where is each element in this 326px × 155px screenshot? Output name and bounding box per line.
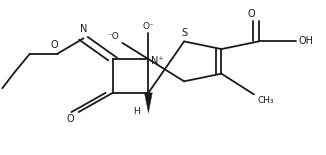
Text: N⁺: N⁺ [151,56,164,66]
Text: O: O [66,114,74,124]
Text: O: O [247,9,255,19]
Text: CH₃: CH₃ [257,96,274,105]
Text: O⁻: O⁻ [142,22,154,31]
Text: S: S [181,28,187,38]
Polygon shape [144,93,152,113]
Text: ⁻O: ⁻O [108,32,119,41]
Text: N: N [80,24,87,35]
Text: OH: OH [299,36,314,46]
Text: H: H [134,107,140,116]
Text: O: O [51,40,58,50]
